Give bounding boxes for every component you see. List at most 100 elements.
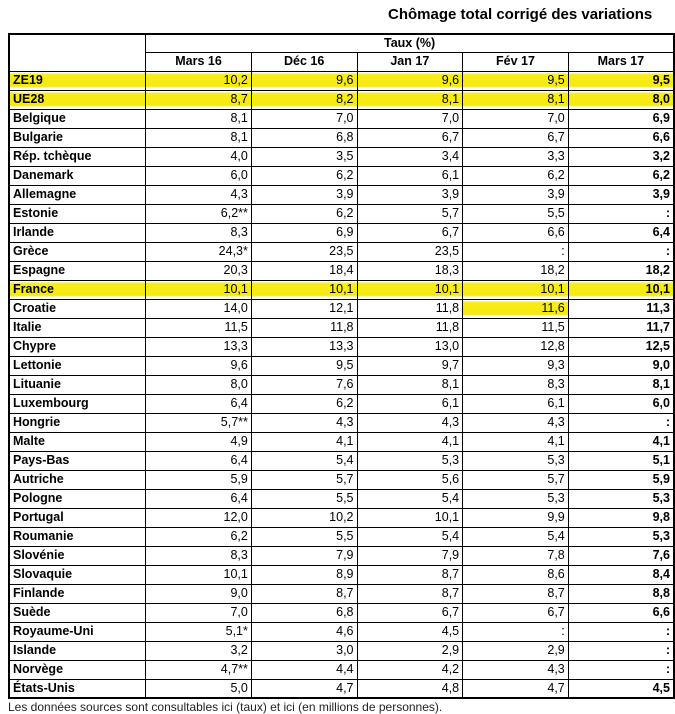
value-cell: 13,3 [145,336,252,357]
value-cell: 6,2 [145,526,252,547]
page-title: Chômage total corrigé des variations [388,6,653,23]
table-row: Allemagne 4,3 3,9 3,9 3,9 3,9 [8,184,675,205]
country-cell: Slovaquie [8,564,147,585]
country-cell: Portugal [8,507,147,528]
value-cell: 5,4 [356,526,464,547]
value-cell: 7,8 [462,545,569,566]
value-cell: 6,4 [145,393,252,414]
value-cell: 10,1 [462,279,569,300]
value-cell: 4,8 [356,678,464,699]
value-cell: 10,1 [250,279,358,300]
value-cell: 6,8 [250,602,358,623]
value-cell: 23,5 [250,241,358,262]
table-row: Autriche 5,9 5,7 5,6 5,7 5,9 [8,469,675,490]
table-row: Italie 11,5 11,8 11,8 11,5 11,7 [8,317,675,338]
value-cell: 2,9 [356,640,464,661]
value-cell: 3,2 [145,640,252,661]
value-cell: 4,3 [462,412,569,433]
table-row: Royaume-Uni 5,1* 4,6 4,5:: [8,621,675,642]
table-row: Lituanie 8,0 7,6 8,1 8,3 8,1 [8,374,675,395]
column-header-row: Mars 16 Déc 16 Jan 17 Fév 17 Mars 17 [9,51,675,72]
value-cell: 3,9 [356,184,464,205]
value-cell: 3,4 [356,146,464,167]
table-row: ZE19 10,2 9,6 9,6 9,5 9,5 [8,70,675,91]
value-cell: 8,4 [567,564,675,585]
value-cell: 12,1 [250,298,358,319]
value-cell: 7,6 [250,374,358,395]
value-cell: 6,4 [145,450,252,471]
value-cell: 4,5 [356,621,464,642]
country-cell: Chypre [8,336,147,357]
table-row: Finlande 9,0 8,7 8,7 8,7 8,8 [8,583,675,604]
value-cell: 9,6 [356,70,464,91]
value-cell: 4,1 [567,431,675,452]
value-cell: 9,0 [145,583,252,604]
value-cell: 9,3 [462,355,569,376]
value-cell: 11,5 [462,317,569,338]
value-cell: 11,5 [145,317,252,338]
value-cell: 8,7 [356,583,464,604]
value-cell: 5,5 [250,488,358,509]
value-cell: 4,7 [462,678,569,699]
value-cell: 9,9 [462,507,569,528]
value-cell: 4,3 [356,412,464,433]
value-cell: 11,8 [250,317,358,338]
value-cell: 4,2 [356,659,464,680]
value-cell: 12,0 [145,507,252,528]
value-cell: 5,7 [356,203,464,224]
value-cell: 8,7 [145,89,252,110]
value-cell: 4,7** [145,659,252,680]
value-cell: 11,6 [462,298,569,319]
country-cell: Estonie [8,203,147,224]
value-cell: 11,7 [567,317,675,338]
table-row: Bulgarie 8,1 6,8 6,7 6,7 6,6 [8,127,675,148]
value-cell: 18,4 [250,260,358,281]
value-cell: 8,2 [250,89,358,110]
value-cell: 4,1 [462,431,569,452]
value-cell: 12,5 [567,336,675,357]
country-cell: Norvège [8,659,147,680]
value-cell: 5,0 [145,678,252,699]
country-cell: Islande [8,640,147,661]
value-cell: : [567,621,675,642]
country-cell: ZE19 [8,70,147,91]
country-cell: Pologne [8,488,147,509]
value-cell: 3,5 [250,146,358,167]
value-cell: 6,9 [250,222,358,243]
value-cell: 9,5 [250,355,358,376]
value-cell: 6,2 [462,165,569,186]
value-cell: 5,4 [250,450,358,471]
value-cell: 7,9 [250,545,358,566]
value-cell: 10,1 [356,279,464,300]
value-cell: 12,8 [462,336,569,357]
country-cell: Suède [8,602,147,623]
column-header: Jan 17 [356,51,464,72]
value-cell: 8,3 [145,545,252,566]
country-cell: Allemagne [8,184,147,205]
country-cell: Roumanie [8,526,147,547]
value-cell: 4,6 [250,621,358,642]
value-cell: 6,7 [462,602,569,623]
table-row: Estonie 6,2** 6,2 5,7 5,5: [8,203,675,224]
value-cell: 5,7 [250,469,358,490]
value-cell: 8,6 [462,564,569,585]
value-cell: : [567,203,675,224]
value-cell: 6,6 [462,222,569,243]
table-row: Chypre 13,3 13,3 13,0 12,8 12,5 [8,336,675,357]
value-cell: 2,9 [462,640,569,661]
value-cell: 11,8 [356,298,464,319]
value-cell: 4,0 [145,146,252,167]
value-cell: 5,3 [356,450,464,471]
country-cell: Espagne [8,260,147,281]
value-cell: 6,8 [250,127,358,148]
value-cell: 3,9 [567,184,675,205]
value-cell: 8,1 [462,89,569,110]
column-header: Fév 17 [462,51,569,72]
value-cell: 5,5 [250,526,358,547]
table-row: France 10,1 10,1 10,1 10,1 10,1 [8,279,675,300]
country-cell: Lettonie [8,355,147,376]
table-row: Belgique 8,1 7,0 7,0 7,0 6,9 [8,108,675,129]
value-cell: 8,7 [462,583,569,604]
value-cell: 3,9 [462,184,569,205]
table-row: UE28 8,7 8,2 8,1 8,1 8,0 [8,89,675,110]
